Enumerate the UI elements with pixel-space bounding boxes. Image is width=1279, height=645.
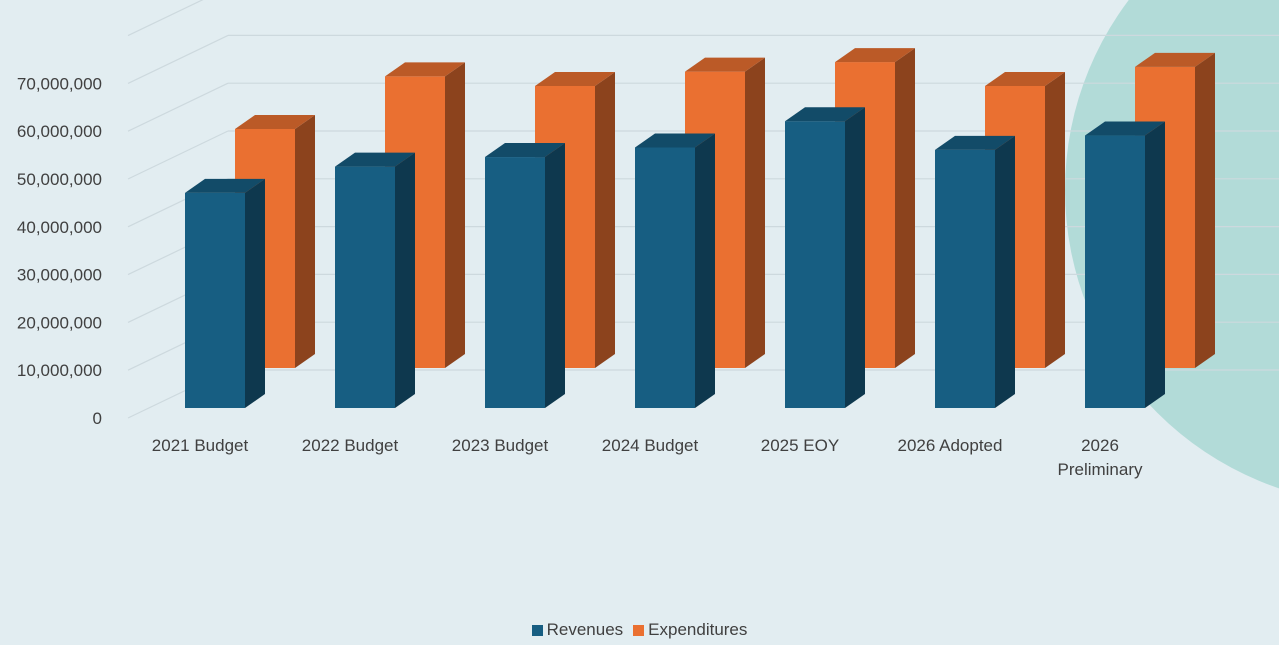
revenue-bar-front (1085, 135, 1145, 409)
x-category-label: 2024 Budget (602, 436, 699, 455)
y-tick-label: 0 (93, 409, 102, 428)
revenue-bar-side (395, 152, 415, 408)
revenue-bar-top (185, 178, 265, 193)
x-category-label: 2026 Preliminary (1057, 436, 1143, 479)
revenue-bar-side (995, 135, 1015, 408)
revenue-bar-front (935, 149, 995, 408)
x-axis-categories: 2021 Budget 2022 Budget 2023 Budget 2024 Bu… (152, 436, 1143, 479)
expenditure-bar-side (595, 71, 615, 368)
expenditure-bar-top (835, 48, 915, 63)
expenditures-swatch (633, 624, 645, 636)
revenue-bar-side (545, 143, 565, 409)
y-tick-label: 10,000,000 (17, 361, 102, 380)
revenue-bar (335, 152, 415, 408)
grid-line-depth (127, 130, 229, 180)
x-category-label: 2025 EOY (761, 436, 839, 455)
x-category-label: 2022 Budget (302, 436, 399, 455)
expenditure-bar-top (985, 71, 1065, 86)
expenditure-bar-side (445, 62, 465, 369)
legend: Revenues Expenditures (0, 620, 1279, 640)
legend-label-revenues: Revenues (546, 620, 624, 639)
revenue-bar-front (635, 147, 695, 409)
revenue-bar-top (1085, 121, 1165, 136)
revenue-bar-top (635, 133, 715, 148)
grid-line-depth (127, 34, 229, 84)
y-axis-ticks: 0 10,000,000 20,000,000 30,000,000 40,000,00… (17, 74, 102, 428)
revenue-bar-top (785, 107, 865, 122)
y-tick-label: 60,000,000 (17, 122, 102, 141)
revenue-bar-side (845, 107, 865, 408)
grid-line-depth (127, 82, 229, 132)
revenue-bar-side (245, 178, 265, 408)
revenue-bar-front (185, 192, 245, 408)
x-category-label: 2026 Adopted (898, 436, 1003, 455)
y-tick-label: 50,000,000 (17, 170, 102, 189)
expenditure-bar-side (295, 115, 315, 368)
revenue-bar (635, 133, 715, 409)
legend-item-revenues[interactable]: Revenues (531, 620, 624, 640)
x-category-label: 2021 Budget (152, 436, 249, 455)
revenue-bar (785, 107, 865, 408)
legend-item-expenditures[interactable]: Expenditures (633, 620, 747, 640)
expenditure-bar-top (535, 71, 615, 86)
revenues-swatch (531, 624, 543, 636)
revenue-bar (185, 178, 265, 408)
grid-line-depth (127, 0, 204, 37)
y-tick-label: 30,000,000 (17, 266, 102, 285)
expenditure-bar-side (1045, 71, 1065, 368)
expenditure-bar-side (895, 48, 915, 368)
expenditure-bar-side (1195, 52, 1215, 369)
expenditure-bar-side (745, 57, 765, 368)
legend-label-expenditures: Expenditures (648, 620, 748, 639)
expenditure-bar-top (235, 115, 315, 129)
revenue-bar-top (335, 152, 415, 167)
revenue-bar-side (1145, 121, 1165, 408)
revenue-bar (485, 143, 565, 409)
y-tick-label: 40,000,000 (17, 218, 102, 237)
revenue-bar-top (485, 143, 565, 158)
revenue-bar (935, 135, 1015, 408)
y-tick-label: 20,000,000 (17, 313, 102, 332)
revenue-bars (185, 107, 1165, 409)
expenditure-bar-top (385, 62, 465, 77)
x-category-label: 2023 Budget (452, 436, 549, 455)
revenue-bar-front (485, 157, 545, 408)
revenue-bar-top (935, 135, 1015, 150)
y-tick-label: 70,000,000 (17, 74, 102, 93)
revenue-bar-front (785, 121, 845, 408)
expenditure-bar-top (685, 57, 765, 72)
expenditure-bar-top (1135, 52, 1215, 67)
revenue-bar (1085, 121, 1165, 409)
revenue-bar-side (695, 133, 715, 409)
revenue-bar-front (335, 166, 395, 408)
